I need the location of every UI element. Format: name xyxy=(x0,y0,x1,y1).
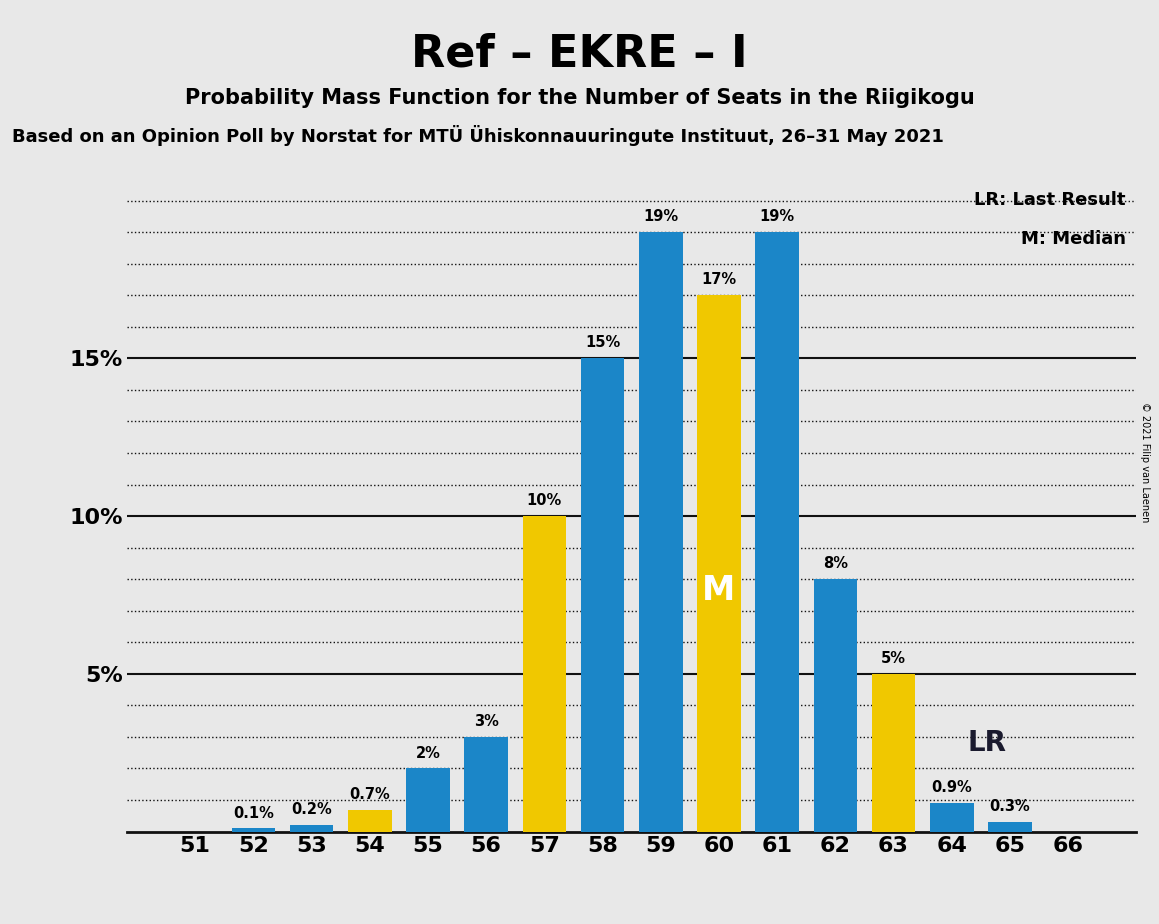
Text: 17%: 17% xyxy=(701,273,736,287)
Bar xyxy=(989,822,1032,832)
Text: 0.2%: 0.2% xyxy=(291,802,331,818)
Text: 15%: 15% xyxy=(585,335,620,350)
Text: 0.3%: 0.3% xyxy=(990,799,1030,814)
Text: M: Median: M: Median xyxy=(1021,230,1125,248)
Text: 5%: 5% xyxy=(881,650,906,666)
Bar xyxy=(581,359,625,832)
Text: 0.9%: 0.9% xyxy=(932,780,972,796)
Bar xyxy=(232,829,275,832)
Bar xyxy=(523,517,567,832)
Bar xyxy=(465,737,508,832)
Bar xyxy=(872,674,916,832)
Bar xyxy=(290,825,334,832)
Bar xyxy=(697,296,741,832)
Text: 19%: 19% xyxy=(643,209,678,225)
Text: 0.1%: 0.1% xyxy=(233,806,274,821)
Bar xyxy=(639,232,683,832)
Text: © 2021 Filip van Laenen: © 2021 Filip van Laenen xyxy=(1139,402,1150,522)
Text: 19%: 19% xyxy=(759,209,795,225)
Bar xyxy=(406,769,450,832)
Text: 2%: 2% xyxy=(416,746,440,760)
Text: Based on an Opinion Poll by Norstat for MTÜ Ühiskonnauuringute Instituut, 26–31 : Based on an Opinion Poll by Norstat for … xyxy=(12,125,943,146)
Text: Ref – EKRE – I: Ref – EKRE – I xyxy=(411,32,748,76)
Text: LR: LR xyxy=(967,729,1006,758)
Text: 3%: 3% xyxy=(474,714,498,729)
Text: LR: Last Result: LR: Last Result xyxy=(975,191,1125,209)
Text: Probability Mass Function for the Number of Seats in the Riigikogu: Probability Mass Function for the Number… xyxy=(184,88,975,108)
Text: 8%: 8% xyxy=(823,556,848,571)
Bar xyxy=(814,579,858,832)
Text: 10%: 10% xyxy=(526,493,562,508)
Bar xyxy=(756,232,799,832)
Bar xyxy=(348,809,392,832)
Bar xyxy=(930,803,974,832)
Text: M: M xyxy=(702,574,736,607)
Text: 0.7%: 0.7% xyxy=(349,786,391,802)
